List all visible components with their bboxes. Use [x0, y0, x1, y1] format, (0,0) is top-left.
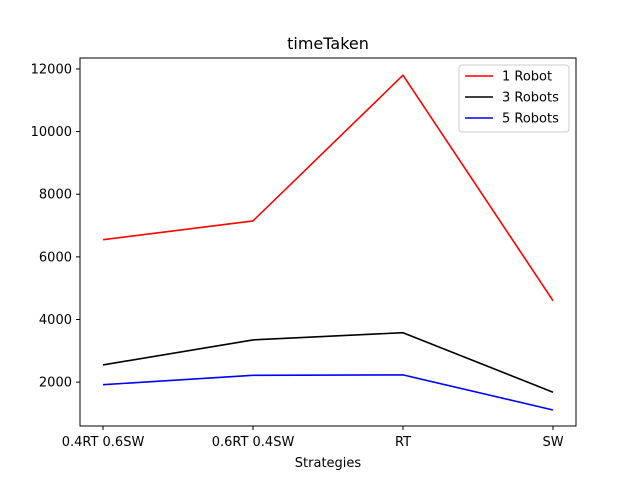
x-tick-label: RT	[395, 435, 411, 450]
y-tick-label: 12000	[31, 62, 72, 77]
y-axis-ticks: 2000 4000 6000 8000 10000 12000	[31, 62, 80, 391]
legend: 1 Robot 3 Robots 5 Robots	[458, 64, 570, 133]
y-tick-label: 10000	[31, 125, 72, 140]
legend-label: 1 Robot	[502, 70, 552, 85]
series-lines	[102, 74, 554, 411]
x-axis-title: Strategies	[295, 456, 362, 471]
chart-title: timeTaken	[287, 34, 369, 53]
legend-box	[458, 64, 570, 133]
legend-label: 3 Robots	[502, 91, 559, 106]
plot-frame	[79, 57, 577, 427]
series-line-1	[102, 74, 554, 302]
x-axis-ticks: 0.4RT 0.6SW 0.6RT 0.4SW RT SW	[62, 426, 564, 450]
series-line-3	[102, 374, 554, 411]
y-tick-label: 6000	[39, 250, 72, 265]
x-tick-label: 0.6RT 0.4SW	[212, 435, 295, 450]
y-tick-label: 4000	[39, 313, 72, 328]
y-tick-label: 2000	[39, 376, 72, 391]
series-line-2	[102, 331, 554, 393]
legend-label: 5 Robots	[502, 112, 559, 127]
y-tick-label: 8000	[39, 188, 72, 203]
x-tick-label: 0.4RT 0.6SW	[62, 435, 145, 450]
x-tick-label: SW	[542, 435, 563, 450]
